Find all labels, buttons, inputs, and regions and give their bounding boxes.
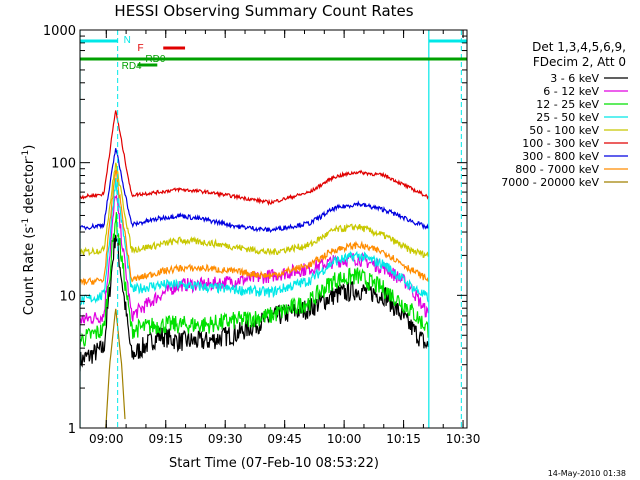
series-line-25to50keV xyxy=(80,178,429,306)
x-axis-label: Start Time (07-Feb-10 08:53:22) xyxy=(169,456,379,471)
series-line-100to300keV xyxy=(80,110,429,206)
chart-legend: Det 1,3,4,5,6,9, FDecim 2, Att 0 3 - 6 k… xyxy=(501,40,628,189)
night-label: N xyxy=(124,35,131,46)
y-tick-label: 100 xyxy=(51,157,76,172)
x-axis-ticks: 09:00 09:15 09:30 09:45 10:00 10:15 10:30 xyxy=(89,30,480,446)
x-tick-label: 09:00 xyxy=(89,432,124,446)
x-tick-label: 10:15 xyxy=(386,432,421,446)
legend-entry-label: 25 - 50 keV xyxy=(536,111,599,124)
series-line-300to800keV xyxy=(80,148,429,234)
x-tick-label: 10:30 xyxy=(446,432,481,446)
legend-header-line-2: FDecim 2, Att 0 xyxy=(533,55,626,69)
series-line-12to25keV xyxy=(80,212,429,348)
legend-entry-label: 100 - 300 keV xyxy=(522,137,599,150)
footer-timestamp: 14-May-2010 01:38 xyxy=(548,469,626,478)
chart-title: HESSI Observing Summary Count Rates xyxy=(114,2,413,20)
rd4-label: RD4 xyxy=(122,61,142,72)
x-tick-label: 09:45 xyxy=(267,432,302,446)
legend-entry-label: 50 - 100 keV xyxy=(529,124,599,137)
x-tick-label: 09:30 xyxy=(208,432,243,446)
y-axis-label: Count Rate (s-1 detector-1) xyxy=(21,145,37,316)
y-tick-label: 10 xyxy=(59,289,76,304)
legend-entry-label: 7000 - 20000 keV xyxy=(501,176,599,189)
rd0-label: RD0 xyxy=(145,54,165,65)
y-tick-label: 1 xyxy=(68,422,76,437)
legend-entry-label: 12 - 25 keV xyxy=(536,98,599,111)
x-tick-label: 09:15 xyxy=(148,432,183,446)
legend-entry-label: 800 - 7000 keV xyxy=(515,163,599,176)
x-tick-label: 10:00 xyxy=(327,432,362,446)
legend-entry-label: 3 - 6 keV xyxy=(550,72,599,85)
y-tick-label: 1000 xyxy=(43,24,76,39)
plot-frame xyxy=(79,29,468,429)
series-line-50to100keV xyxy=(80,162,429,258)
flare-label: F xyxy=(137,43,143,54)
legend-entry-label: 300 - 800 keV xyxy=(522,150,599,163)
series-line-7000to20000keV xyxy=(105,308,126,428)
legend-entry-label: 6 - 12 keV xyxy=(543,85,599,98)
series-line-6to12keV xyxy=(80,194,429,325)
series-line-800to7000keV xyxy=(80,169,429,286)
legend-header-line-1: Det 1,3,4,5,6,9, xyxy=(532,40,626,54)
series-line-3to6keV xyxy=(80,234,429,372)
